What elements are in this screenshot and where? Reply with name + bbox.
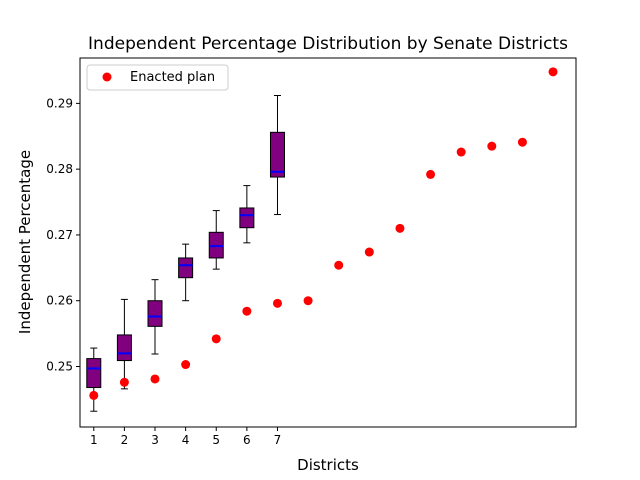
y-axis-ticks: 0.25 0.26 0.27 0.28 0.29 (46, 96, 80, 373)
x-tick-label: 7 (274, 433, 282, 447)
enacted-point-1 (89, 390, 99, 400)
y-tick-label: 0.27 (46, 228, 73, 242)
x-axis-ticks: 1 2 3 4 5 6 7 (90, 427, 281, 447)
box-iqr (178, 257, 194, 279)
legend-marker (102, 72, 112, 82)
boxplot-district-4 (178, 243, 194, 302)
y-axis-label: Independent Percentage (16, 150, 34, 334)
enacted-point-9 (334, 260, 344, 270)
x-axis-label: Districts (297, 456, 359, 474)
x-tick-label: 2 (121, 433, 129, 447)
enacted-point-13 (456, 147, 466, 157)
y-tick-label: 0.26 (46, 294, 73, 308)
chart-title: Independent Percentage Distribution by S… (88, 34, 568, 54)
enacted-point-5 (211, 334, 221, 344)
x-tick-label: 4 (182, 433, 190, 447)
box-iqr (239, 207, 255, 229)
x-tick-label: 1 (90, 433, 98, 447)
boxplot-group (86, 94, 285, 412)
x-tick-label: 6 (243, 433, 251, 447)
enacted-points-group (89, 67, 558, 400)
y-tick-label: 0.28 (46, 162, 73, 176)
boxplot-district-3 (147, 279, 163, 355)
box-iqr (86, 358, 102, 389)
enacted-point-3 (150, 374, 160, 384)
enacted-point-16 (548, 67, 558, 77)
enacted-point-14 (487, 141, 497, 151)
x-tick-label: 5 (212, 433, 220, 447)
enacted-point-10 (364, 247, 374, 257)
enacted-point-15 (517, 137, 527, 147)
boxplot-district-7 (269, 94, 285, 216)
boxplot-district-5 (208, 210, 224, 270)
enacted-point-8 (303, 296, 313, 306)
enacted-point-6 (242, 306, 252, 316)
legend-box (86, 64, 229, 91)
enacted-point-7 (272, 298, 282, 308)
y-tick-label: 0.25 (46, 359, 73, 373)
x-tick-label: 3 (151, 433, 159, 447)
boxplot-district-6 (239, 185, 255, 244)
enacted-point-11 (395, 223, 405, 233)
legend: Enacted plan (86, 64, 229, 91)
y-tick-label: 0.29 (46, 96, 73, 110)
legend-entry-enacted: Enacted plan (130, 70, 215, 85)
enacted-point-4 (181, 360, 191, 370)
plot-frame (79, 57, 577, 428)
plot-area (80, 58, 576, 427)
enacted-point-2 (119, 377, 129, 387)
box-iqr (269, 131, 285, 178)
box-iqr (147, 300, 163, 327)
enacted-point-12 (426, 169, 436, 179)
box-iqr (116, 334, 132, 362)
